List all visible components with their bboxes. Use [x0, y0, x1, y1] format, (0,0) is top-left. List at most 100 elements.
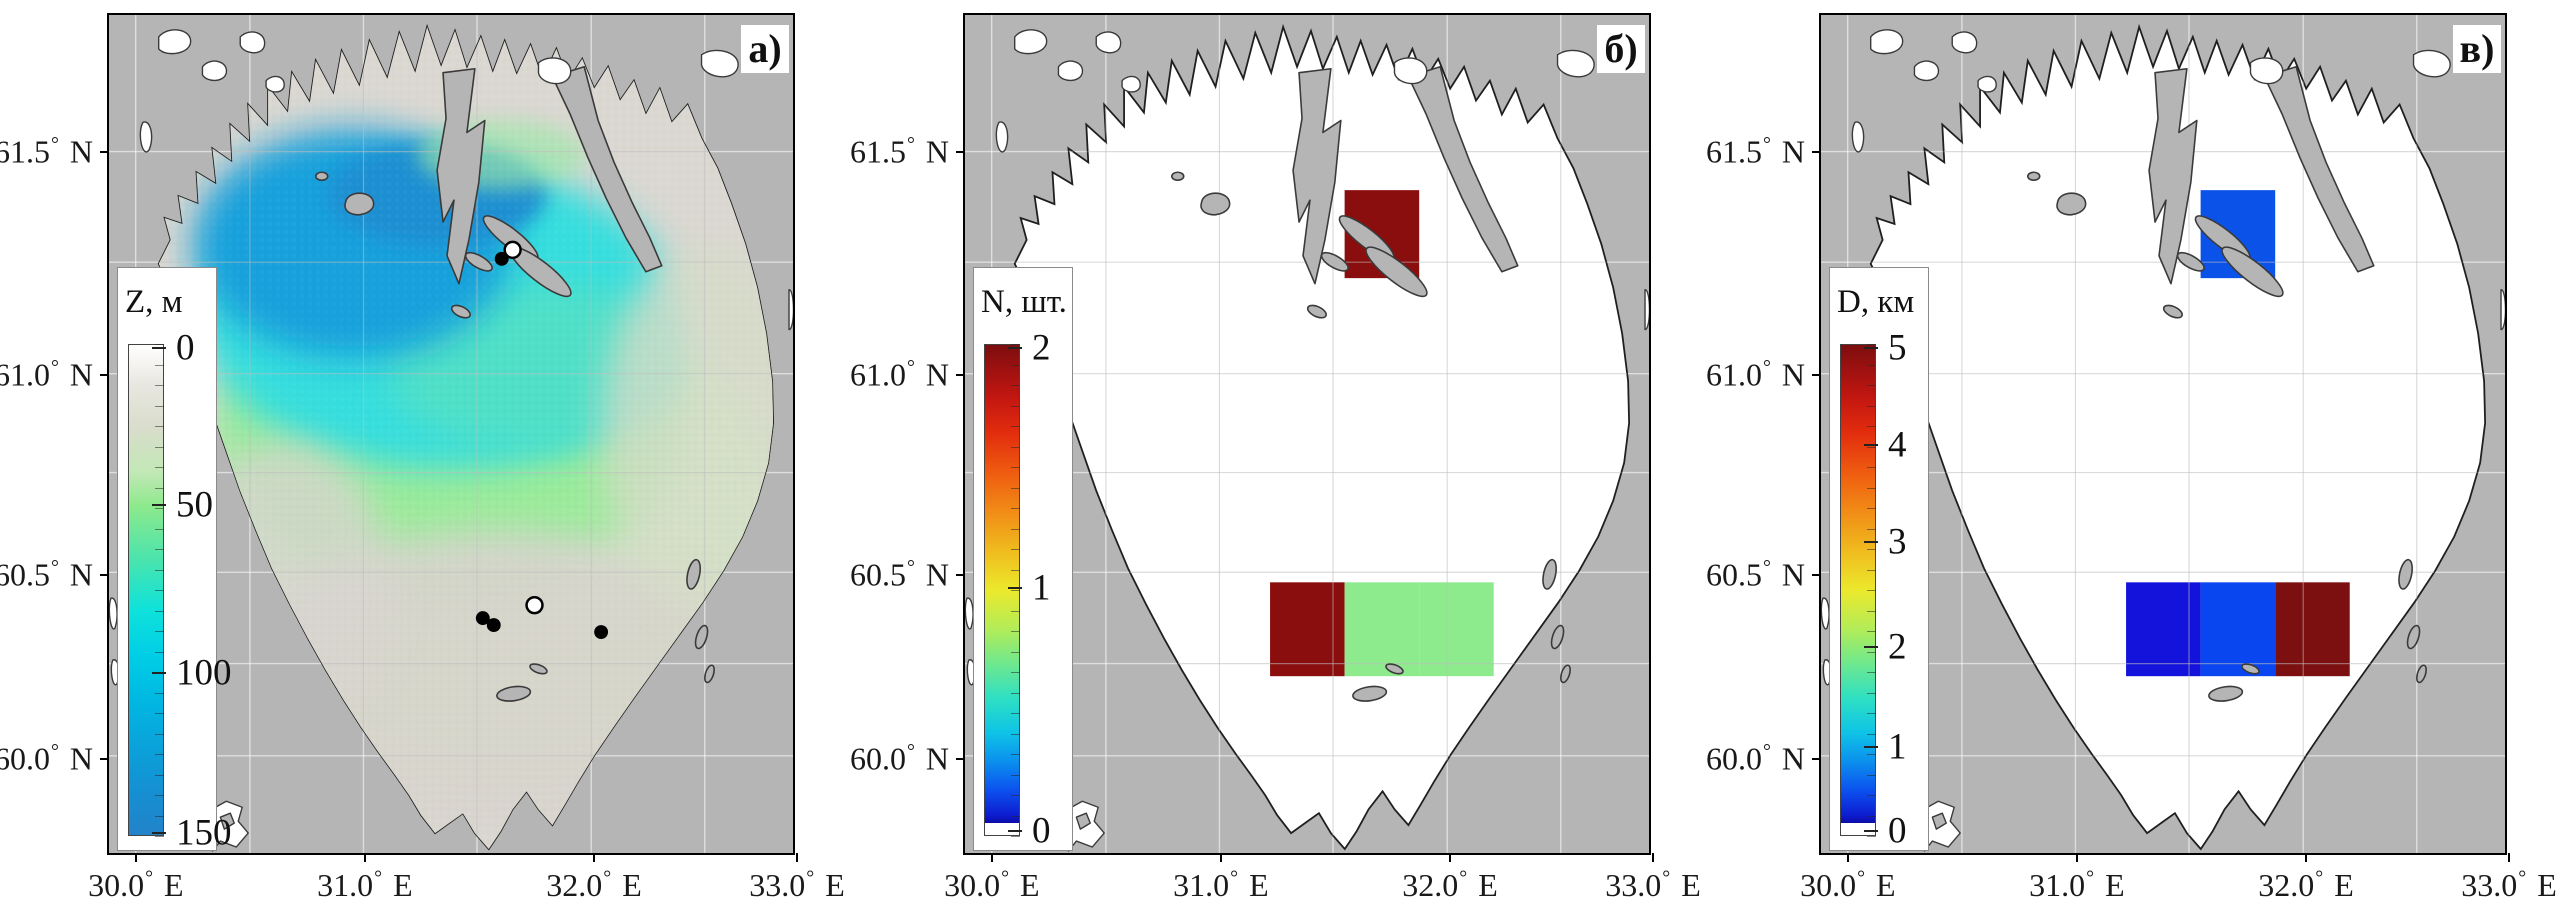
station-dot-white: [525, 595, 544, 615]
colorbar-minor-tick: [1011, 774, 1020, 776]
colorbar-minor-tick: [1867, 733, 1876, 735]
colorbar-minor-tick: [1867, 405, 1876, 407]
colorbar-minor-tick: [1867, 815, 1876, 817]
colorbar-count: N, шт. 2 1 0: [973, 267, 1073, 852]
colorbar-minor-tick: [1867, 344, 1876, 345]
colorbar-tick: [1864, 830, 1878, 833]
lon-label: 33.0° E: [1605, 867, 1701, 903]
colorbar-minor-tick: [1867, 713, 1876, 714]
lon-tick: [363, 853, 366, 862]
colorbar-minor-tick: [1011, 569, 1020, 571]
grid-cell: [1270, 582, 1345, 677]
colorbar-minor-tick: [155, 754, 164, 755]
colorbar-minor-tick: [1867, 672, 1876, 673]
colorbar-minor-tick: [1867, 487, 1876, 489]
colorbar-tick: [1864, 443, 1878, 446]
colorbar-minor-tick: [155, 774, 164, 776]
colorbar-tick-label: 0: [1888, 810, 1907, 852]
lat-tick: [100, 151, 109, 154]
colorbar-tick-label: 1: [1888, 726, 1907, 768]
lon-tick: [1652, 853, 1654, 862]
lon-label: 31.0° E: [2029, 867, 2125, 903]
colorbar-minor-tick: [1011, 405, 1020, 407]
lon-label: 31.0° E: [1173, 867, 1269, 903]
colorbar-minor-tick: [1011, 795, 1020, 796]
lake-ladoga-map-a: [109, 15, 793, 853]
grid-cell: [2200, 582, 2276, 677]
colorbar-minor-tick: [1011, 426, 1020, 427]
colorbar-minor-tick: [1011, 385, 1020, 386]
panel-b-count-map: б) N, шт. 2 1 0 30.0° E 31.0° E 32.0° E 33.0°…: [850, 13, 1701, 903]
grid-cell: [1344, 582, 1420, 677]
lat-tick: [100, 573, 109, 576]
colorbar-minor-tick: [1867, 610, 1876, 612]
lon-label: 32.0° E: [1402, 867, 1498, 903]
colorbar-minor-tick: [155, 528, 164, 530]
colorbar-minor-tick: [1867, 549, 1876, 550]
lon-tick: [134, 853, 137, 862]
lon-label: 32.0° E: [2258, 867, 2354, 903]
colorbar-tick-label: 1: [1032, 567, 1051, 609]
lat-label: 61.5° N: [849, 133, 949, 170]
grid-cell: [2275, 582, 2350, 677]
station-dot-black: [594, 625, 609, 640]
lat-tick: [1812, 374, 1821, 377]
lat-tick: [1812, 758, 1821, 761]
lat-tick: [1812, 573, 1821, 576]
colorbar-minor-tick: [1011, 836, 1020, 837]
colorbar-tick: [1864, 746, 1878, 749]
lat-label: 61.5° N: [0, 133, 93, 170]
lake-ladoga-map-v: [1821, 15, 2505, 853]
colorbar-minor-tick: [155, 467, 164, 468]
lon-label: 30.0° E: [88, 867, 184, 903]
lat-label: 61.0° N: [849, 356, 949, 393]
colorbar-minor-tick: [155, 651, 164, 653]
lat-label: 60.5° N: [0, 556, 93, 593]
colorbar-tick: [1008, 346, 1022, 349]
colorbar-minor-tick: [1011, 610, 1020, 612]
colorbar-minor-tick: [155, 733, 164, 735]
colorbar-minor-tick: [1867, 651, 1876, 653]
colorbar-minor-tick: [155, 426, 164, 427]
lat-label: 61.0° N: [0, 356, 93, 393]
colorbar-title: N, шт.: [981, 284, 1067, 320]
colorbar-minor-tick: [1011, 692, 1020, 694]
colorbar-minor-tick: [1011, 672, 1020, 673]
colorbar-tick-label: 0: [176, 327, 195, 369]
panel-label-a: а): [741, 25, 789, 73]
lat-label: 60.0° N: [1705, 740, 1805, 777]
lon-tick: [593, 853, 596, 862]
colorbar-minor-tick: [1011, 651, 1020, 653]
lon-tick: [990, 853, 993, 862]
colorbar-minor-tick: [155, 692, 164, 694]
lat-tick: [100, 758, 109, 761]
lon-tick: [1449, 853, 1452, 862]
colorbar-tick-label: 100: [176, 652, 232, 694]
colorbar-minor-tick: [1011, 590, 1020, 591]
colorbar-tick: [1864, 346, 1878, 349]
colorbar-tick-label: 2: [1888, 626, 1907, 668]
colorbar-minor-tick: [1867, 754, 1876, 755]
lat-label: 61.0° N: [1705, 356, 1805, 393]
station-dot-black: [475, 611, 490, 626]
station-dot-black: [486, 618, 501, 633]
colorbar-minor-tick: [1867, 385, 1876, 386]
colorbar-tick: [1864, 645, 1878, 648]
colorbar-minor-tick: [155, 713, 164, 714]
panel-label-b: б): [1597, 25, 1645, 73]
colorbar-minor-tick: [155, 364, 164, 366]
colorbar-minor-tick: [155, 815, 164, 817]
lon-tick: [1846, 853, 1849, 862]
station-dot-black: [494, 251, 509, 266]
colorbar-minor-tick: [1011, 754, 1020, 755]
colorbar-minor-tick: [1867, 774, 1876, 776]
colorbar-minor-tick: [155, 344, 164, 345]
lat-tick: [956, 573, 965, 576]
colorbar-minor-tick: [1867, 426, 1876, 427]
colorbar-distance: D, км 5 4 3 2 1 0: [1829, 267, 1929, 852]
lat-tick: [956, 758, 965, 761]
colorbar-tick: [152, 832, 166, 835]
colorbar-minor-tick: [1867, 446, 1876, 448]
lon-tick: [2508, 853, 2510, 862]
colorbar-minor-tick: [1867, 631, 1876, 632]
